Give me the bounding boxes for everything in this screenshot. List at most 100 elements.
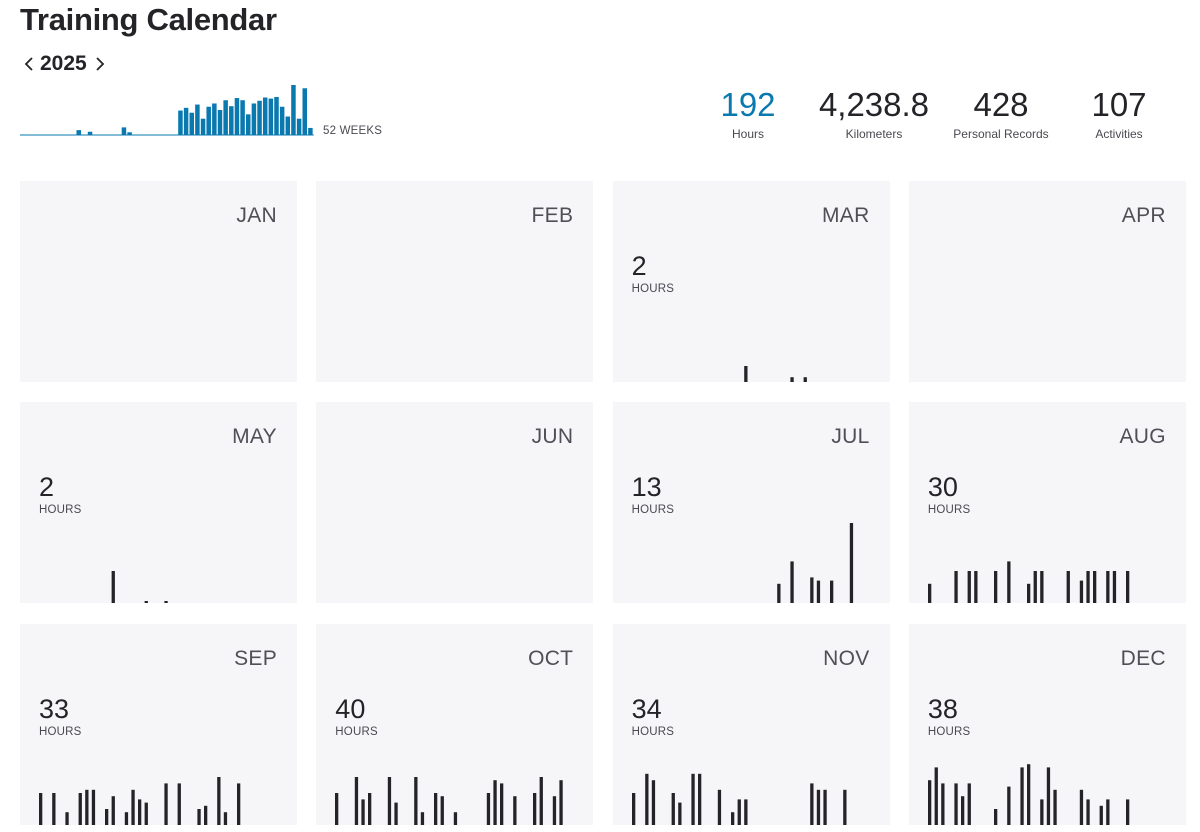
daily-bar: [644, 773, 649, 825]
daily-bar: [78, 792, 82, 825]
weekly-bar: [206, 106, 211, 135]
daily-bar: [421, 811, 425, 825]
daily-bar: [355, 776, 359, 825]
month-card-jan[interactable]: JAN: [20, 181, 297, 382]
weekly-bar: [262, 97, 268, 135]
daily-bar: [39, 792, 43, 825]
weekly-bar: [274, 96, 279, 135]
month-name: OCT: [528, 646, 574, 670]
daily-bar: [743, 798, 748, 825]
daily-bar: [1106, 798, 1110, 825]
daily-bar: [717, 789, 721, 825]
month-hours-label: HOURS: [631, 283, 675, 295]
weekly-bar: [127, 132, 132, 135]
weekly-bar: [246, 114, 251, 135]
daily-bar: [197, 808, 201, 825]
month-hours-label: HOURS: [927, 725, 971, 738]
month-hours-value: 34: [631, 693, 662, 724]
daily-bar: [513, 795, 517, 825]
weekly-bar: [302, 88, 307, 135]
weekly-bar: [291, 85, 296, 135]
daily-bar: [105, 808, 109, 825]
month-card-apr[interactable]: APR: [908, 181, 1186, 382]
daily-bar: [974, 571, 978, 604]
weekly-bar: [296, 118, 302, 135]
daily-bar: [434, 792, 438, 825]
stat-activities-value: 107: [1091, 86, 1147, 123]
daily-bar: [1026, 584, 1031, 604]
weekly-bar: [234, 98, 240, 135]
weekly-bar: [183, 107, 189, 135]
weekly-bar: [268, 98, 274, 135]
daily-bar: [927, 779, 932, 825]
chevron-right-icon: [96, 57, 104, 71]
weekly-bar: [212, 103, 217, 135]
month-card-aug[interactable]: AUG 30 HOURS: [908, 402, 1186, 604]
weekly-bar: [279, 106, 285, 135]
month-hours-value: 2: [39, 472, 55, 503]
weeks-label: 52 WEEKS: [323, 125, 383, 137]
month-card-oct[interactable]: OCT 40 HOURS: [316, 623, 594, 825]
daily-bar: [967, 571, 971, 604]
month-name: APR: [1121, 204, 1166, 227]
month-card-may[interactable]: MAY 2 HOURS: [20, 402, 297, 604]
next-year-button[interactable]: [89, 51, 111, 77]
daily-bar: [1092, 571, 1097, 604]
month-name: AUG: [1119, 425, 1166, 449]
daily-bar: [414, 776, 418, 825]
month-card-mar[interactable]: MAR 2 HOURS: [612, 181, 890, 382]
month-daily-chart: [743, 366, 807, 382]
daily-bar: [730, 811, 734, 825]
daily-bar: [743, 366, 748, 382]
month-hours-label: HOURS: [927, 504, 971, 517]
month-name: SEP: [234, 646, 277, 670]
daily-bar: [1086, 798, 1090, 825]
month-card-jun[interactable]: JUN: [316, 402, 594, 604]
month-name: MAY: [232, 425, 277, 449]
daily-bar: [842, 789, 847, 825]
weekly-bar: [217, 110, 223, 135]
daily-bar: [553, 795, 557, 825]
previous-year-button[interactable]: [18, 51, 40, 77]
daily-bar: [993, 808, 998, 825]
month-card-sep[interactable]: SEP 33 HOURS: [20, 623, 297, 825]
month-card-feb[interactable]: FEB: [316, 181, 594, 382]
month-hours-value: 13: [631, 472, 662, 503]
daily-bar: [91, 789, 96, 825]
chevron-left-icon: [24, 57, 33, 71]
daily-bar: [809, 577, 814, 604]
stat-records-value: 428: [973, 86, 1029, 123]
month-hours-value: 30: [927, 472, 958, 503]
month-hours-label: HOURS: [39, 504, 82, 517]
weekly-bar: [285, 116, 291, 135]
month-card-nov[interactable]: NOV 34 HOURS: [612, 623, 890, 825]
month-daily-chart: [776, 523, 853, 604]
daily-bar: [1112, 571, 1116, 604]
stat-kilometers-value: 4,238.8: [818, 86, 930, 123]
daily-bar: [388, 776, 392, 825]
month-name: NOV: [823, 646, 870, 670]
weekly-bar: [257, 100, 262, 135]
weekly-bars: [20, 85, 314, 136]
daily-bar: [671, 792, 675, 825]
month-card-dec[interactable]: DEC 38 HOURS: [908, 623, 1186, 825]
daily-bar: [454, 811, 458, 825]
daily-bar: [690, 773, 695, 825]
daily-bar: [539, 776, 544, 825]
daily-bar: [809, 782, 814, 825]
daily-bar: [934, 766, 938, 825]
daily-bar: [1040, 798, 1044, 825]
month-card-jul[interactable]: JUL 13 HOURS: [612, 402, 890, 604]
daily-bar: [1046, 766, 1050, 825]
daily-bar: [1040, 571, 1044, 604]
daily-bar: [816, 789, 820, 825]
weekly-bar: [229, 106, 234, 135]
daily-bar: [204, 805, 208, 825]
stat-kilometers-label: Kilometers: [845, 127, 903, 141]
weekly-bar: [121, 127, 127, 135]
daily-bar: [1099, 805, 1103, 825]
month-name: MAR: [822, 204, 870, 227]
daily-bar: [967, 782, 971, 825]
month-hours-label: HOURS: [335, 725, 378, 738]
daily-bar: [237, 782, 241, 825]
